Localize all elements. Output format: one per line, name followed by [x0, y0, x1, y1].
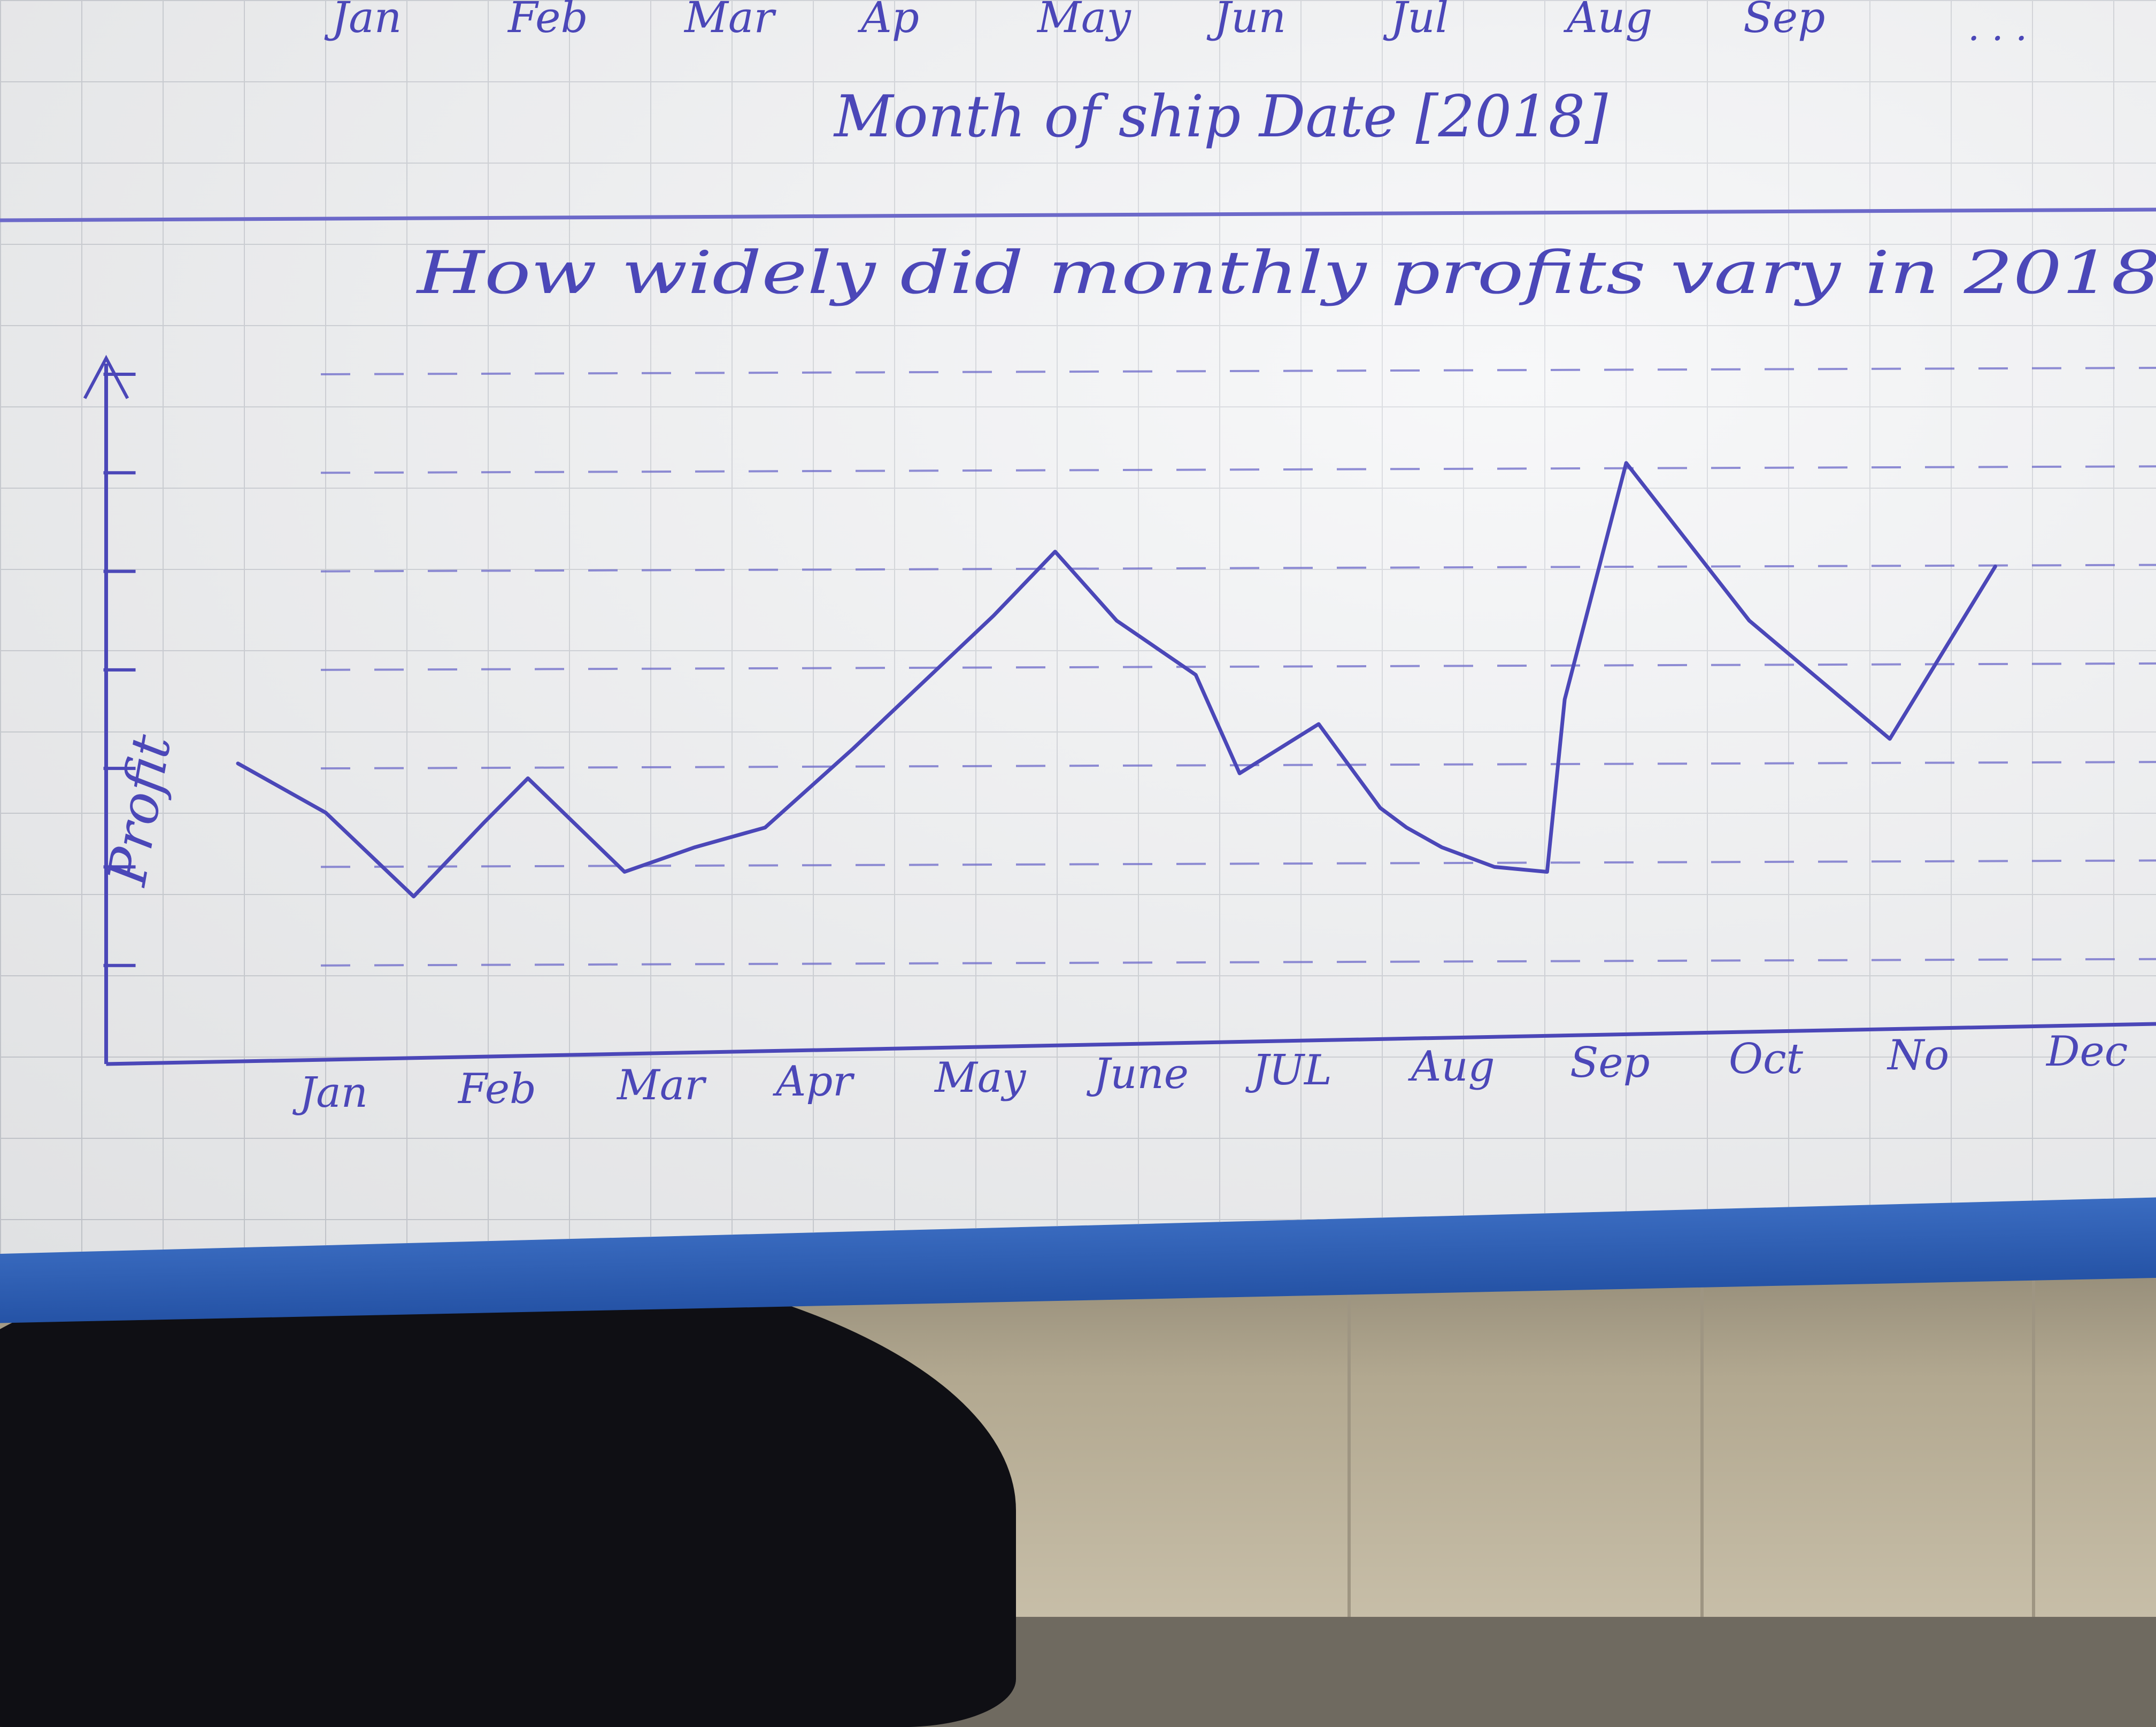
- dashed-gridline: [320, 662, 2156, 671]
- x-tick-label: No: [1886, 1031, 1949, 1080]
- top-month-label: Sep: [1743, 0, 1825, 42]
- x-tick-label: Mar: [616, 1061, 707, 1109]
- x-tick-label: June: [1086, 1050, 1189, 1098]
- hand-drawn-line-chart: Jan Feb Mar Ap May Jun Jul Aug Sep . . . Month o…: [0, 0, 2156, 1117]
- gridline-layer: [320, 367, 2156, 967]
- top-month-label: May: [1036, 0, 1132, 42]
- top-ellipsis: . . .: [1968, 5, 2027, 49]
- x-axis-line: [106, 1022, 2156, 1066]
- top-caption: Month of ship Date [2018]: [833, 83, 1608, 150]
- dashed-gridline: [320, 761, 2156, 770]
- x-tick-label: JUL: [1245, 1046, 1332, 1094]
- top-month-label: Jan: [324, 0, 402, 42]
- top-month-label: Aug: [1563, 0, 1653, 42]
- series-line-layer: [236, 461, 1997, 899]
- dashed-gridline: [320, 564, 2156, 573]
- dashed-gridline: [320, 958, 2156, 967]
- axes: [83, 354, 2156, 1066]
- x-tick-label: Jan: [292, 1069, 368, 1117]
- y-tick-marks: [103, 373, 136, 967]
- dashed-gridline: [320, 367, 2156, 375]
- x-tick-label: Aug: [1408, 1043, 1495, 1091]
- x-tick-label: May: [934, 1054, 1026, 1102]
- top-month-label: Jun: [1206, 0, 1286, 42]
- page-rule-line: [0, 207, 2156, 222]
- x-tick-label: Sep: [1570, 1039, 1650, 1087]
- top-month-label: Jul: [1383, 0, 1449, 42]
- top-note: Jan Feb Mar Ap May Jun Jul Aug Sep . . . Month o…: [0, 0, 2156, 222]
- top-month-labels: Jan Feb Mar Ap May Jun Jul Aug Sep: [324, 0, 1825, 42]
- tile-grout: [1700, 1230, 1704, 1617]
- x-tick-label: Apr: [773, 1058, 855, 1106]
- y-axis-arrow: [83, 354, 129, 399]
- dashed-gridline: [320, 859, 2156, 868]
- x-tick-label: Dec: [2045, 1028, 2128, 1076]
- tile-grout: [2032, 1230, 2035, 1617]
- top-month-label: Mar: [683, 0, 777, 42]
- top-month-label: Feb: [507, 0, 588, 42]
- x-tick-label: Feb: [457, 1065, 536, 1113]
- x-tick-labels: Jan Feb Mar Apr May June JUL Aug Sep Oct No Dec: [292, 1028, 2128, 1117]
- x-tick-label: Oct: [1729, 1035, 1804, 1083]
- profit-series-line: [236, 461, 1997, 899]
- dashed-gridline: [320, 465, 2156, 474]
- top-month-label: Ap: [857, 0, 919, 42]
- chart-title: How widely did monthly profits vary in 2…: [415, 238, 2156, 307]
- tile-grout: [1348, 1230, 1351, 1617]
